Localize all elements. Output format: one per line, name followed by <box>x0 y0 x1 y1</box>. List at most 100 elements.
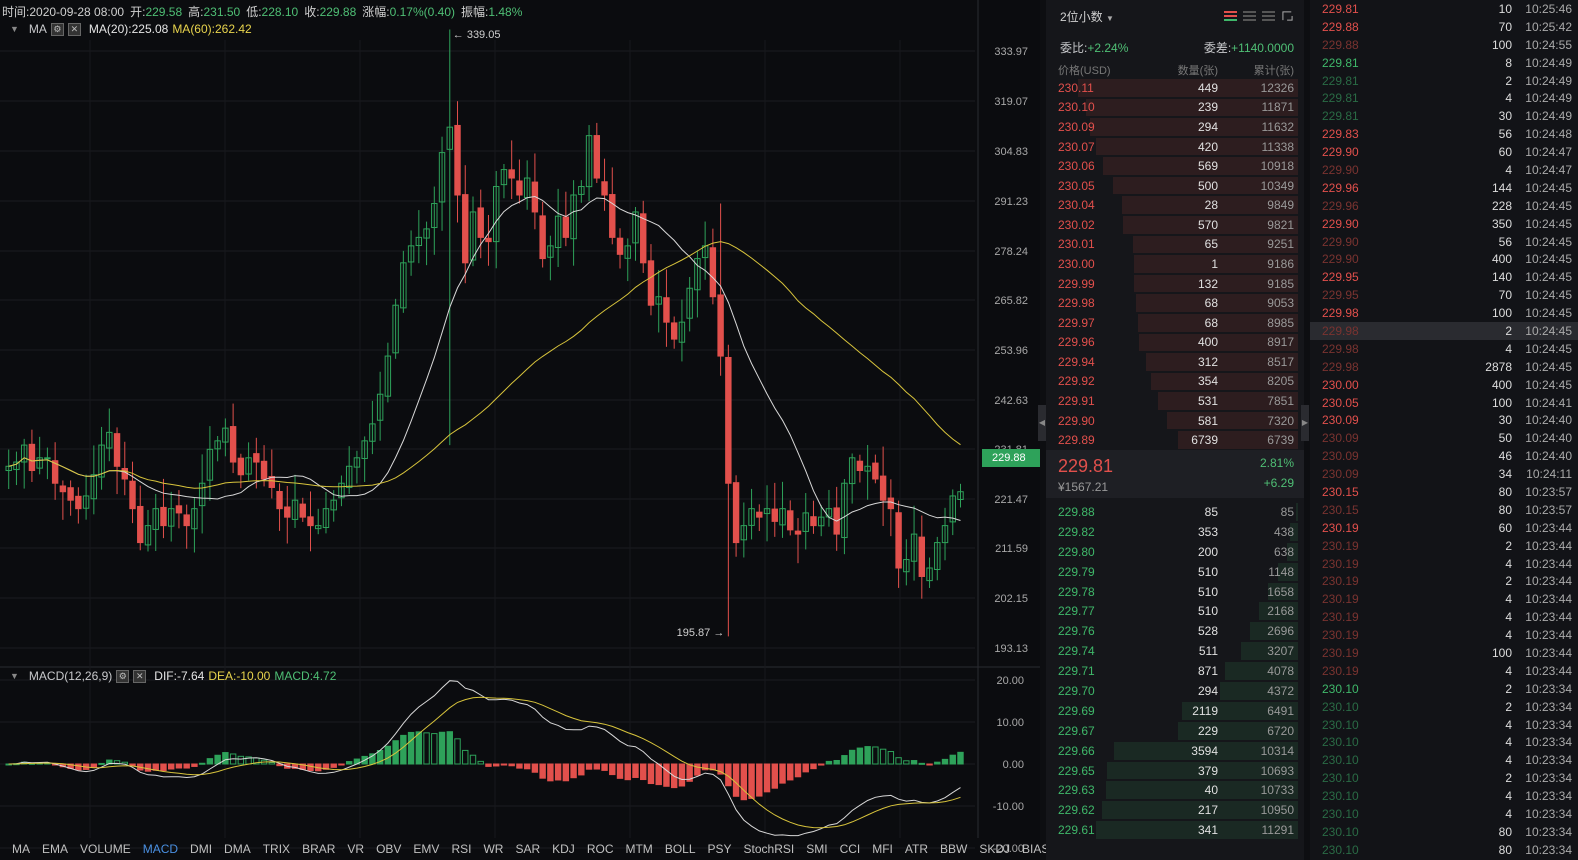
trade-time: 10:23:34 <box>1525 681 1572 696</box>
ask-row[interactable]: 229.89 6739 6739 <box>1046 430 1304 450</box>
bid-row[interactable]: 229.88 85 85 <box>1046 502 1304 522</box>
trade-row: 230.19 4 10:23:44 <box>1310 608 1578 626</box>
ask-row[interactable]: 230.04 28 9849 <box>1046 195 1304 215</box>
bid-row[interactable]: 229.78 510 1658 <box>1046 582 1304 602</box>
indicator-tab-macd[interactable]: MACD <box>142 842 179 856</box>
indicator-tab-brar[interactable]: BRAR <box>302 842 336 856</box>
ask-row[interactable]: 230.10 239 11871 <box>1046 98 1304 118</box>
ask-row[interactable]: 230.02 570 9821 <box>1046 215 1304 235</box>
candle-body <box>315 525 322 530</box>
bid-row[interactable]: 229.76 528 2696 <box>1046 621 1304 641</box>
bids-view-icon[interactable] <box>1243 11 1256 21</box>
trade-qty: 2 <box>1505 323 1512 338</box>
ask-row[interactable]: 229.99 132 9185 <box>1046 274 1304 294</box>
ask-cum: 9053 <box>1267 296 1294 311</box>
indicator-tab-obv[interactable]: OBV <box>376 842 402 856</box>
candle-body <box>137 505 144 544</box>
macd-bar <box>307 763 314 771</box>
indicator-tab-cci[interactable]: CCI <box>839 842 861 856</box>
collapse-macd-icon[interactable]: ▼ <box>10 671 19 681</box>
collapse-right-icon[interactable]: ▶ <box>1301 405 1309 441</box>
indicator-tab-wr[interactable]: WR <box>483 842 504 856</box>
bid-row[interactable]: 229.62 217 10950 <box>1046 800 1304 820</box>
candle-body <box>794 530 802 535</box>
collapse-left-icon[interactable]: ◀ <box>1038 405 1046 441</box>
ask-row[interactable]: 229.90 581 7320 <box>1046 411 1304 431</box>
ask-row[interactable]: 229.96 400 8917 <box>1046 333 1304 353</box>
trade-qty: 56 <box>1498 234 1512 249</box>
indicator-tab-roc[interactable]: ROC <box>586 842 614 856</box>
ask-row[interactable]: 229.94 312 8517 <box>1046 352 1304 372</box>
ask-row[interactable]: 230.06 569 10918 <box>1046 156 1304 176</box>
indicator-tab-dmi[interactable]: DMI <box>190 842 213 856</box>
indicator-tab-vr[interactable]: VR <box>347 842 365 856</box>
bid-row[interactable]: 229.71 871 4078 <box>1046 661 1304 681</box>
indicator-tab-volume[interactable]: VOLUME <box>80 842 131 856</box>
indicator-tab-psy[interactable]: PSY <box>707 842 732 856</box>
macd-bar <box>191 763 198 767</box>
chart-panel[interactable]: 333.97 319.07 304.83 291.23 278.24 265.82 253.… <box>0 0 1049 860</box>
bid-row[interactable]: 229.82 353 438 <box>1046 522 1304 542</box>
trade-price: 230.09 <box>1322 431 1359 446</box>
both-sides-view-icon[interactable] <box>1224 11 1237 21</box>
indicator-tab-skdj[interactable]: SKDJ <box>979 842 1011 856</box>
macd-bar <box>686 763 693 782</box>
bid-row[interactable]: 229.77 510 2168 <box>1046 601 1304 621</box>
ask-row[interactable]: 230.01 65 9251 <box>1046 235 1304 255</box>
bid-row[interactable]: 229.69 2119 6491 <box>1046 701 1304 721</box>
bid-row[interactable]: 229.63 40 10733 <box>1046 780 1304 800</box>
indicator-tab-mfi[interactable]: MFI <box>872 842 893 856</box>
indicator-tab-ema[interactable]: EMA <box>42 842 69 856</box>
indicator-tab-bbw[interactable]: BBW <box>940 842 968 856</box>
ask-row[interactable]: 230.09 294 11632 <box>1046 117 1304 137</box>
trade-qty: 144 <box>1491 180 1512 195</box>
indicator-tab-bias[interactable]: BIAS <box>1022 842 1050 856</box>
trade-time: 10:24:40 <box>1525 413 1572 428</box>
ask-row[interactable]: 229.98 68 9053 <box>1046 293 1304 313</box>
indicator-tab-rsi[interactable]: RSI <box>451 842 472 856</box>
trade-row: 229.98 4 10:24:45 <box>1310 340 1578 358</box>
precision-select[interactable]: 2位小数 ▼ <box>1060 8 1114 25</box>
ask-row[interactable]: 230.00 1 9186 <box>1046 254 1304 274</box>
asks-view-icon[interactable] <box>1262 11 1275 21</box>
bid-row[interactable]: 229.67 229 6720 <box>1046 721 1304 741</box>
ma-settings-icon[interactable]: ⚙ <box>50 22 64 36</box>
ma-close-icon[interactable]: ✕ <box>67 22 81 36</box>
ask-row[interactable]: 230.11 449 12326 <box>1046 78 1304 98</box>
trade-qty: 4 <box>1505 556 1512 571</box>
bid-row[interactable]: 229.79 510 1148 <box>1046 562 1304 582</box>
ask-row[interactable]: 229.91 531 7851 <box>1046 391 1304 411</box>
macd-settings-icon[interactable]: ⚙ <box>116 669 130 683</box>
indicator-tab-atr[interactable]: ATR <box>904 842 929 856</box>
collapse-ma-icon[interactable]: ▼ <box>10 24 19 34</box>
indicator-tab-boll[interactable]: BOLL <box>664 842 696 856</box>
macd-bar <box>113 760 121 765</box>
indicator-tab-trix[interactable]: TRIX <box>262 842 291 856</box>
ask-row[interactable]: 230.07 420 11338 <box>1046 137 1304 157</box>
trade-qty: 2 <box>1505 681 1512 696</box>
bid-row[interactable]: 229.74 511 3207 <box>1046 641 1304 661</box>
indicator-tab-dma[interactable]: DMA <box>224 842 251 856</box>
indicator-tab-stochrsi[interactable]: StochRSI <box>743 842 795 856</box>
indicator-tab-kdj[interactable]: KDJ <box>552 842 575 856</box>
ask-row[interactable]: 229.92 354 8205 <box>1046 372 1304 392</box>
bid-row[interactable]: 229.61 341 11291 <box>1046 820 1304 840</box>
candlestick-chart[interactable]: 333.97 319.07 304.83 291.23 278.24 265.82 253.… <box>0 0 1040 860</box>
macd-close-icon[interactable]: ✕ <box>133 669 147 683</box>
candle-body <box>423 228 430 239</box>
trade-row: 230.19 4 10:23:44 <box>1310 626 1578 644</box>
indicator-tab-mtm[interactable]: MTM <box>625 842 653 856</box>
expand-icon[interactable] <box>1281 11 1294 21</box>
indicator-tab-emv[interactable]: EMV <box>413 842 440 856</box>
indicator-tab-ma[interactable]: MA <box>12 842 30 856</box>
ask-row[interactable]: 229.97 68 8985 <box>1046 313 1304 333</box>
indicator-tab-smi[interactable]: SMI <box>806 842 828 856</box>
bid-row[interactable]: 229.65 379 10693 <box>1046 761 1304 781</box>
ask-row[interactable]: 230.05 500 10349 <box>1046 176 1304 196</box>
bid-row[interactable]: 229.66 3594 10314 <box>1046 741 1304 761</box>
bid-row[interactable]: 229.80 200 638 <box>1046 542 1304 562</box>
bid-qty: 341 <box>1197 823 1218 838</box>
indicator-tab-sar[interactable]: SAR <box>515 842 541 856</box>
bid-row[interactable]: 229.70 294 4372 <box>1046 681 1304 701</box>
candle-body <box>516 180 523 196</box>
